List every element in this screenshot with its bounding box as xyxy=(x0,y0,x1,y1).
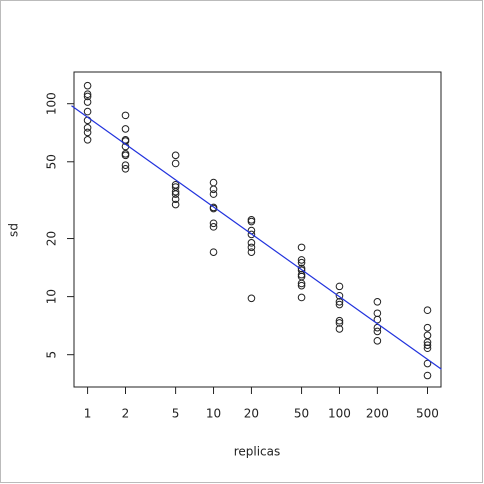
point xyxy=(83,135,92,144)
point xyxy=(83,124,92,132)
point xyxy=(335,316,344,325)
point xyxy=(209,178,218,187)
point xyxy=(247,243,256,252)
point xyxy=(373,298,382,306)
x-axis-label: replicas xyxy=(234,445,281,459)
point xyxy=(297,270,306,279)
point xyxy=(171,187,180,196)
point xyxy=(297,243,306,252)
point xyxy=(373,315,382,324)
x-tick-label: 100 xyxy=(328,407,351,421)
point xyxy=(373,327,382,336)
point xyxy=(423,341,432,349)
point xyxy=(209,223,218,231)
point xyxy=(297,279,306,288)
point xyxy=(247,239,256,247)
x-tick-label: 10 xyxy=(206,407,221,421)
point xyxy=(83,116,92,125)
point xyxy=(171,159,180,168)
point xyxy=(373,337,382,345)
point xyxy=(247,217,256,226)
point xyxy=(335,300,344,309)
point xyxy=(423,323,432,332)
point xyxy=(297,256,306,264)
point xyxy=(335,319,344,327)
point xyxy=(83,107,92,116)
y-tick-label: 20 xyxy=(45,231,59,246)
point xyxy=(121,111,130,120)
point xyxy=(247,294,256,303)
point xyxy=(171,151,180,160)
point xyxy=(423,344,432,353)
point xyxy=(297,281,306,290)
x-tick-label: 500 xyxy=(416,407,439,421)
point xyxy=(335,325,344,333)
point xyxy=(373,309,382,318)
point xyxy=(121,151,130,160)
point xyxy=(209,219,218,228)
point xyxy=(83,128,92,137)
point xyxy=(247,248,256,256)
y-axis-label: sd xyxy=(7,223,21,237)
point xyxy=(209,190,218,198)
point xyxy=(297,293,306,302)
y-tick-label: 5 xyxy=(45,351,59,359)
x-tick-label: 2 xyxy=(122,407,130,421)
y-tick-label: 50 xyxy=(45,154,59,169)
point xyxy=(83,81,92,90)
fit-line xyxy=(71,105,442,370)
x-tick-label: 5 xyxy=(172,407,180,421)
point xyxy=(423,306,432,315)
point xyxy=(335,298,344,306)
point xyxy=(423,371,432,380)
point xyxy=(121,164,130,173)
point xyxy=(171,195,180,203)
point xyxy=(297,258,306,267)
point xyxy=(121,161,130,169)
point xyxy=(423,338,432,347)
point xyxy=(247,230,256,239)
point xyxy=(335,291,344,300)
point xyxy=(423,331,432,340)
point xyxy=(121,125,130,133)
point xyxy=(171,190,180,198)
x-tick-label: 50 xyxy=(294,407,309,421)
point xyxy=(83,90,92,99)
point xyxy=(83,98,92,106)
point xyxy=(209,248,218,256)
plot-box xyxy=(73,71,442,388)
point xyxy=(423,359,432,368)
point xyxy=(209,185,218,194)
point xyxy=(83,92,92,101)
point xyxy=(171,200,180,209)
point xyxy=(121,149,130,158)
x-tick-label: 200 xyxy=(366,407,389,421)
y-tick-label: 100 xyxy=(45,92,59,115)
point xyxy=(335,282,344,291)
x-tick-label: 1 xyxy=(84,407,92,421)
y-tick-label: 10 xyxy=(45,289,59,304)
x-tick-label: 20 xyxy=(244,407,259,421)
